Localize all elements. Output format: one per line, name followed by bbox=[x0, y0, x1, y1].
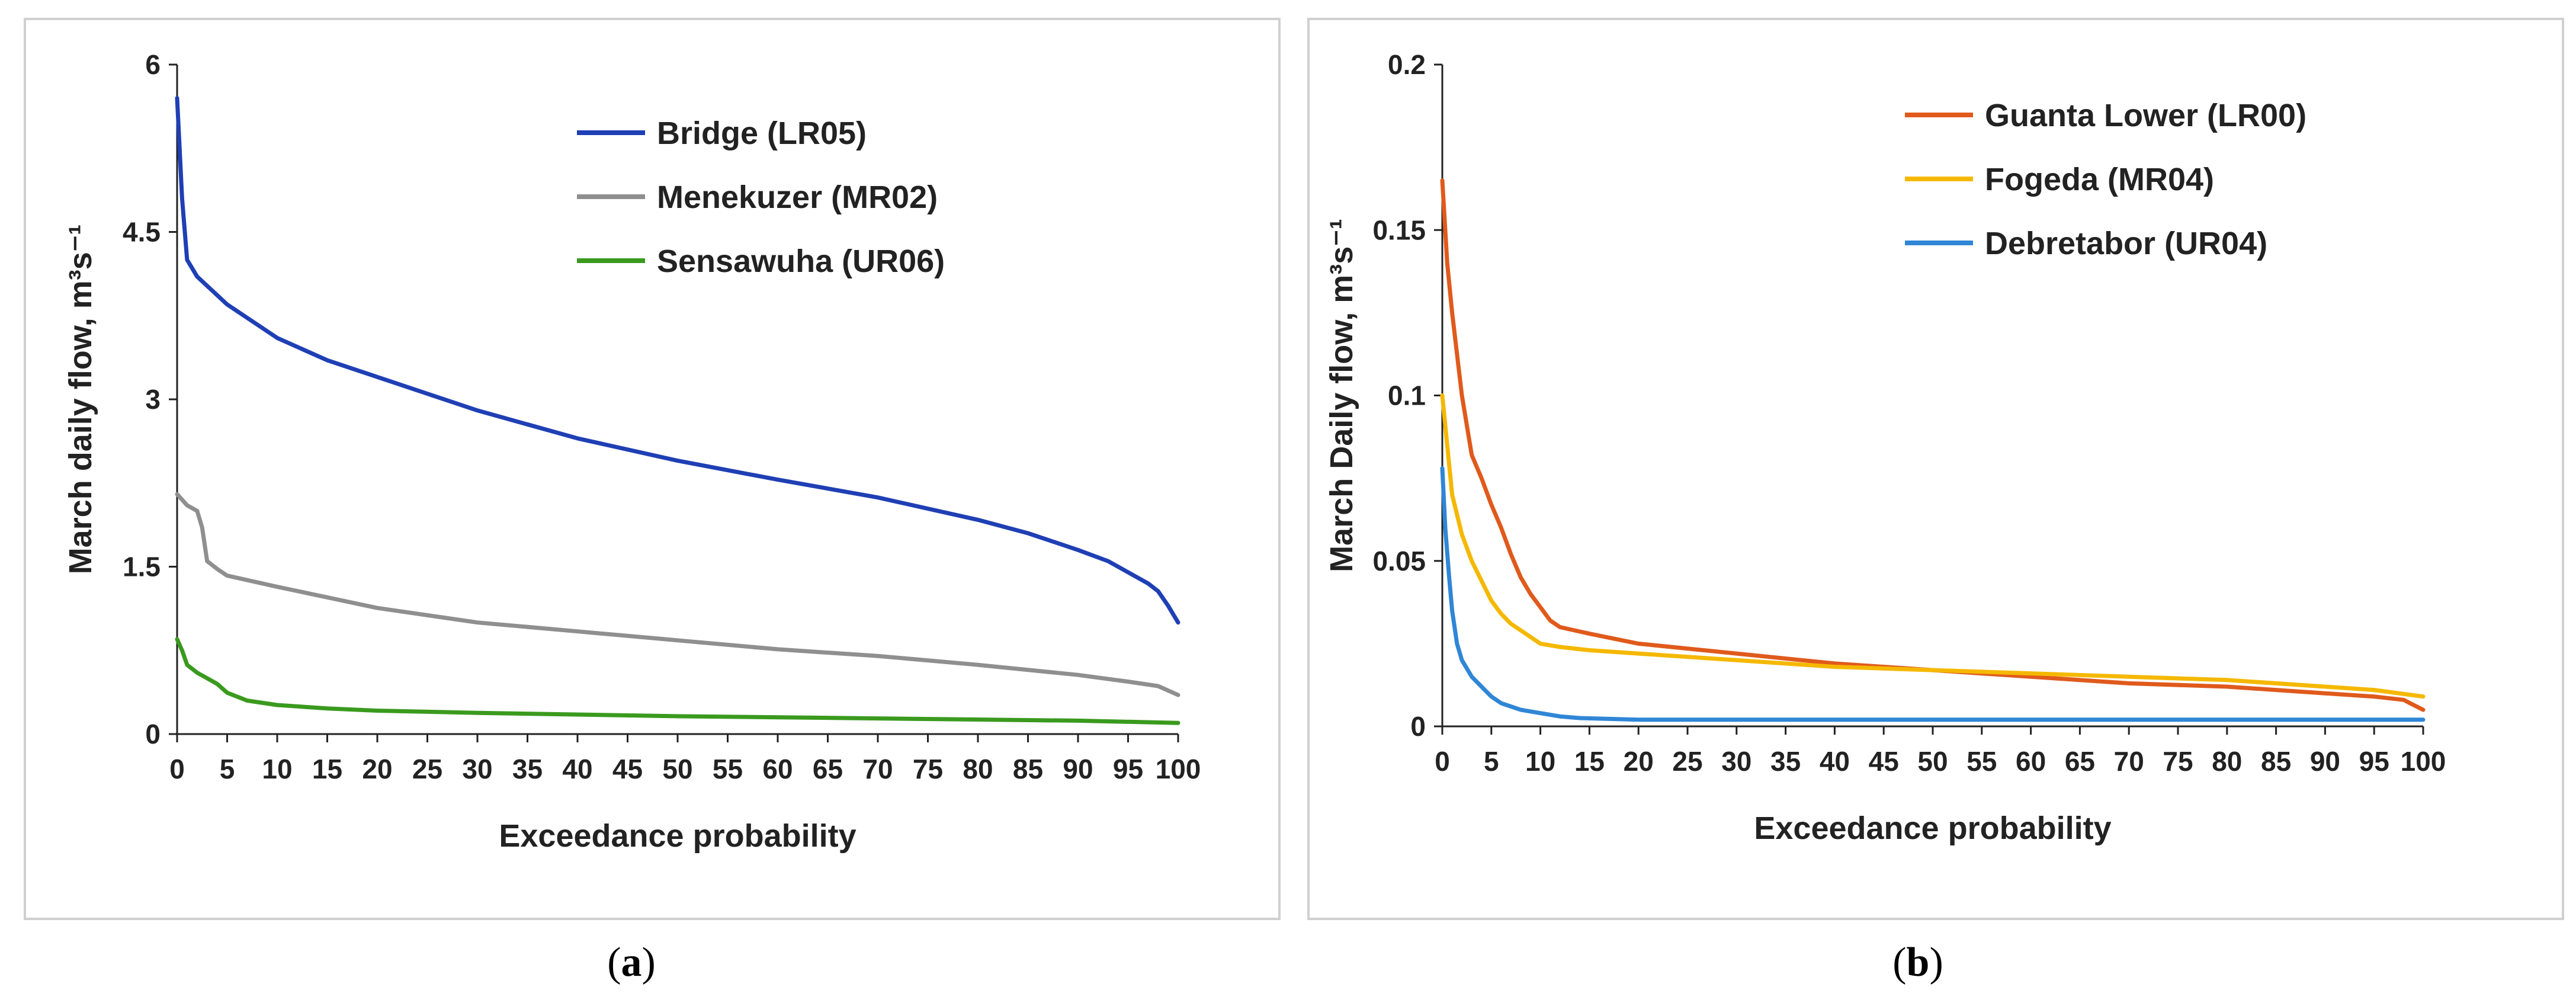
chart-a-legend-label-1: Bridge (LR05) bbox=[657, 116, 867, 151]
chart-b-legend-label-3: Debretabor (UR04) bbox=[1985, 226, 2267, 261]
chart-a-y-tick-label: 3 bbox=[145, 384, 161, 415]
chart-a-x-tick-label: 25 bbox=[412, 754, 442, 784]
chart-b-svg: 0 0.05 0.1 0.15 0.2 0 5 10 15 20 25 30 35 40 45 50 55 60 6… bbox=[1324, 49, 2446, 846]
chart-a-series-line-3 bbox=[175, 637, 1180, 725]
chart-a-x-tick-label: 70 bbox=[862, 754, 893, 784]
caption-b: (b) bbox=[1859, 939, 1977, 986]
chart-a-legend-label-3: Sensawuha (UR06) bbox=[657, 244, 945, 279]
chart-b-y-tick-label: 0.1 bbox=[1388, 380, 1426, 411]
chart-a-x-tick-label: 100 bbox=[1156, 754, 1201, 784]
chart-a-series-line-1 bbox=[175, 96, 1180, 625]
caption-b-open: ( bbox=[1892, 940, 1907, 985]
chart-b-y-tick-label: 0.05 bbox=[1372, 546, 1426, 576]
chart-b-x-tick-label: 55 bbox=[1967, 746, 1997, 777]
chart-b-y-axis-title: March Daily flow, m³s⁻¹ bbox=[1324, 219, 1359, 572]
chart-b-x-tick-label: 75 bbox=[2163, 746, 2193, 777]
chart-b-x-tick-label: 70 bbox=[2114, 746, 2144, 777]
chart-a-x-tick-label: 5 bbox=[220, 754, 235, 784]
chart-panel-b: 0 0.05 0.1 0.15 0.2 0 5 10 15 20 25 30 35 40 45 50 55 60 6… bbox=[1307, 18, 2564, 920]
chart-panel-a: 0 1.5 3 4.5 6 0 5 10 15 20 25 30 35 40 45 50 55 60 65 70 75 8… bbox=[24, 18, 1281, 920]
chart-a-x-tick-label: 35 bbox=[512, 754, 543, 784]
chart-b-x-tick-label: 100 bbox=[2401, 746, 2446, 777]
chart-a-x-tick-label: 15 bbox=[312, 754, 342, 784]
chart-b-x-tick-label: 5 bbox=[1484, 746, 1499, 777]
chart-b-x-tick-label: 0 bbox=[1435, 746, 1450, 777]
chart-a-x-tick-label: 75 bbox=[913, 754, 943, 784]
chart-a-x-tick-label: 40 bbox=[562, 754, 592, 784]
chart-b-x-tick-label: 25 bbox=[1672, 746, 1702, 777]
chart-a-y-tick-label: 1.5 bbox=[123, 552, 161, 582]
chart-b-x-tick-label: 35 bbox=[1770, 746, 1801, 777]
caption-b-close: ) bbox=[1929, 940, 1943, 985]
caption-a-letter: a bbox=[621, 940, 642, 985]
chart-a-x-tick-label: 65 bbox=[813, 754, 843, 784]
chart-a-x-tick-label: 30 bbox=[462, 754, 492, 784]
caption-a-open: ( bbox=[607, 940, 621, 985]
chart-b-y-tick-label: 0 bbox=[1410, 711, 1426, 742]
caption-a-close: ) bbox=[641, 940, 656, 985]
caption-b-letter: b bbox=[1906, 940, 1930, 985]
chart-a-x-tick-label: 20 bbox=[362, 754, 392, 784]
chart-a-legend-label-2: Menekuzer (MR02) bbox=[657, 180, 938, 215]
chart-b-y-tick-label: 0.2 bbox=[1388, 49, 1426, 80]
chart-a-x-tick-label: 90 bbox=[1063, 754, 1093, 784]
chart-b-x-tick-label: 80 bbox=[2212, 746, 2242, 777]
chart-a-x-tick-label: 50 bbox=[662, 754, 692, 784]
chart-a-x-tick-label: 60 bbox=[762, 754, 793, 784]
chart-a-x-tick-label: 0 bbox=[169, 754, 185, 784]
chart-b-x-tick-label: 50 bbox=[1917, 746, 1948, 777]
chart-a-x-tick-label: 80 bbox=[963, 754, 993, 784]
chart-b-x-tick-label: 30 bbox=[1721, 746, 1751, 777]
chart-a-x-axis-title: Exceedance probability bbox=[499, 818, 856, 854]
chart-b-series-line-1 bbox=[1440, 178, 2426, 712]
chart-a-x-tick-label: 45 bbox=[612, 754, 643, 784]
chart-b-legend-label-1: Guanta Lower (LR00) bbox=[1985, 98, 2306, 133]
chart-b-x-tick-label: 90 bbox=[2310, 746, 2340, 777]
chart-b-x-tick-label: 45 bbox=[1869, 746, 1899, 777]
chart-a-x-tick-label: 85 bbox=[1013, 754, 1043, 784]
caption-a: (a) bbox=[572, 939, 691, 986]
chart-b-x-tick-label: 60 bbox=[2016, 746, 2046, 777]
chart-b-series-line-3 bbox=[1440, 466, 2426, 722]
chart-a-y-tick-label: 0 bbox=[145, 719, 161, 749]
chart-a-svg: 01.534.560 5 10 15 20 25 30 35 40 45 50 55 60 65 70 75 8… bbox=[63, 49, 1201, 854]
chart-b-legend-label-2: Fogeda (MR04) bbox=[1985, 162, 2214, 197]
chart-b-series-line-2 bbox=[1440, 393, 2426, 699]
chart-a-y-tick-label: 6 bbox=[145, 49, 161, 80]
chart-b-x-tick-label: 85 bbox=[2261, 746, 2291, 777]
chart-a-series-line-2 bbox=[175, 492, 1180, 697]
chart-b-x-tick-label: 65 bbox=[2065, 746, 2095, 777]
chart-a-y-tick-label: 4.5 bbox=[123, 217, 161, 248]
chart-b-x-tick-label: 10 bbox=[1525, 746, 1555, 777]
chart-b-x-tick-label: 95 bbox=[2359, 746, 2389, 777]
chart-b-x-axis-title: Exceedance probability bbox=[1754, 810, 2111, 846]
chart-a-x-tick-label: 55 bbox=[713, 754, 743, 784]
chart-b-x-tick-label: 20 bbox=[1624, 746, 1654, 777]
chart-b-x-tick-label: 40 bbox=[1820, 746, 1850, 777]
chart-b-x-tick-label: 15 bbox=[1574, 746, 1605, 777]
chart-a-x-tick-label: 95 bbox=[1113, 754, 1143, 784]
chart-a-x-tick-label: 10 bbox=[262, 754, 292, 784]
chart-b-y-tick-label: 0.15 bbox=[1372, 214, 1426, 245]
chart-a-y-axis-title: March daily flow, m³s⁻¹ bbox=[63, 225, 98, 575]
